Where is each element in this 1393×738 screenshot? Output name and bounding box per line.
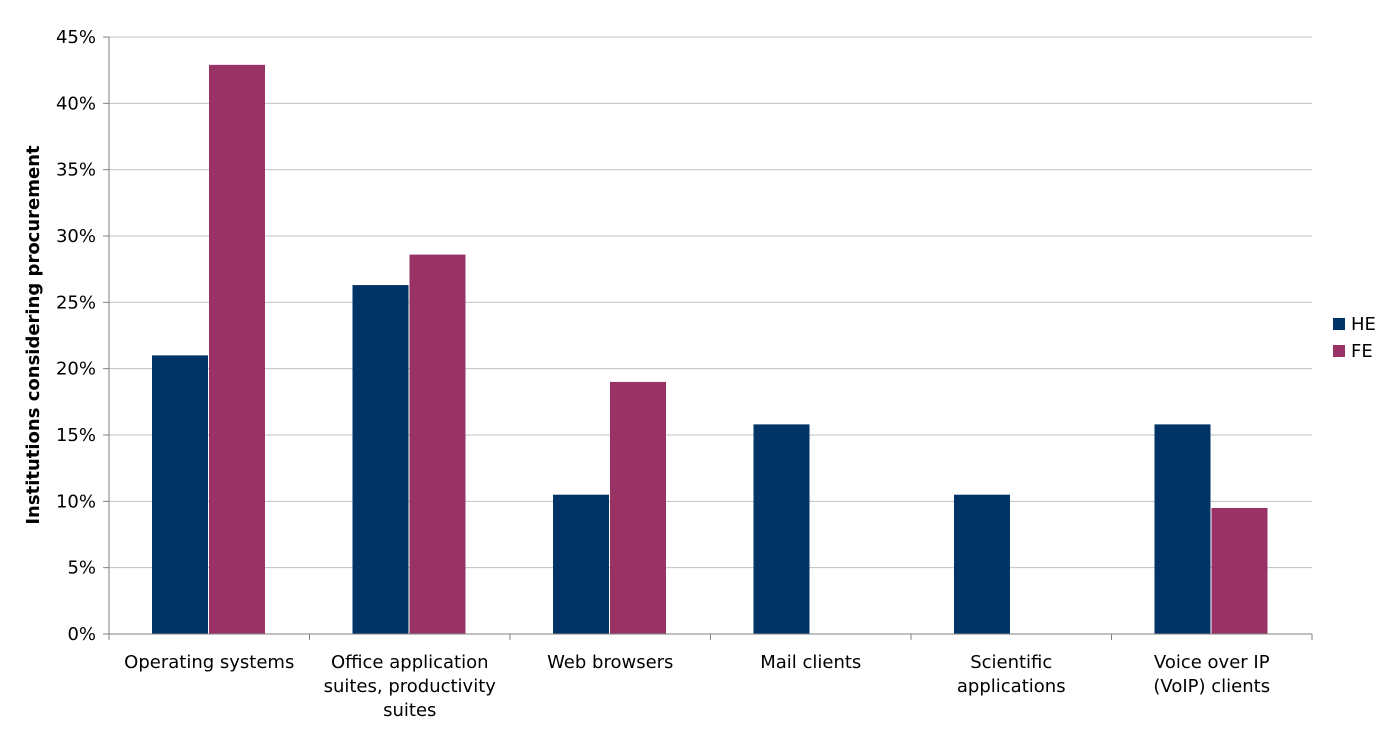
- legend-label-fe: FE: [1351, 341, 1373, 362]
- y-tick-label: 10%: [56, 491, 96, 512]
- bars: [152, 64, 1268, 635]
- y-tick-labels: 0% 5% 10% 15% 20% 25% 30% 35% 40% 45%: [56, 27, 96, 645]
- x-category-label: Voice over IP (VoIP) clients: [1153, 652, 1270, 697]
- bar-he-1: [352, 285, 409, 634]
- legend: HE FE: [1333, 314, 1376, 362]
- y-tick-label: 20%: [56, 359, 96, 380]
- y-tick-label: 15%: [56, 425, 96, 446]
- x-category-label: Scientific applications: [957, 652, 1066, 697]
- bar-he-5: [1154, 424, 1211, 634]
- legend-label-he: HE: [1351, 314, 1376, 335]
- bar-fe-0: [209, 64, 265, 635]
- bar-he-2: [553, 494, 609, 634]
- bar-he-3: [753, 424, 810, 634]
- bar-he-4: [954, 494, 1010, 634]
- x-category-label: Web browsers: [547, 652, 673, 673]
- bar-fe-1: [409, 254, 466, 634]
- y-tick-label: 25%: [56, 292, 96, 313]
- axes: [108, 37, 1313, 640]
- bar-fe-2: [610, 381, 666, 634]
- x-category-labels: Operating systems Office application suite…: [124, 652, 1270, 721]
- bar-fe-5: [1211, 507, 1268, 634]
- legend-swatch-fe: [1333, 345, 1345, 357]
- y-axis-title: Institutions considering procurement: [23, 145, 44, 525]
- x-category-label: Operating systems: [124, 652, 294, 673]
- legend-swatch-he: [1333, 318, 1345, 330]
- y-tick-label: 0%: [67, 624, 96, 645]
- y-tick-label: 30%: [56, 226, 96, 247]
- y-tick-label: 35%: [56, 160, 96, 181]
- y-tick-label: 40%: [56, 93, 96, 114]
- gridlines: [103, 36, 1312, 635]
- y-tick-label: 5%: [67, 558, 96, 579]
- bar-he-0: [152, 355, 208, 634]
- x-category-label: Mail clients: [760, 652, 861, 673]
- y-tick-label: 45%: [56, 27, 96, 48]
- x-category-label: Office application suites, productivity su…: [324, 652, 497, 721]
